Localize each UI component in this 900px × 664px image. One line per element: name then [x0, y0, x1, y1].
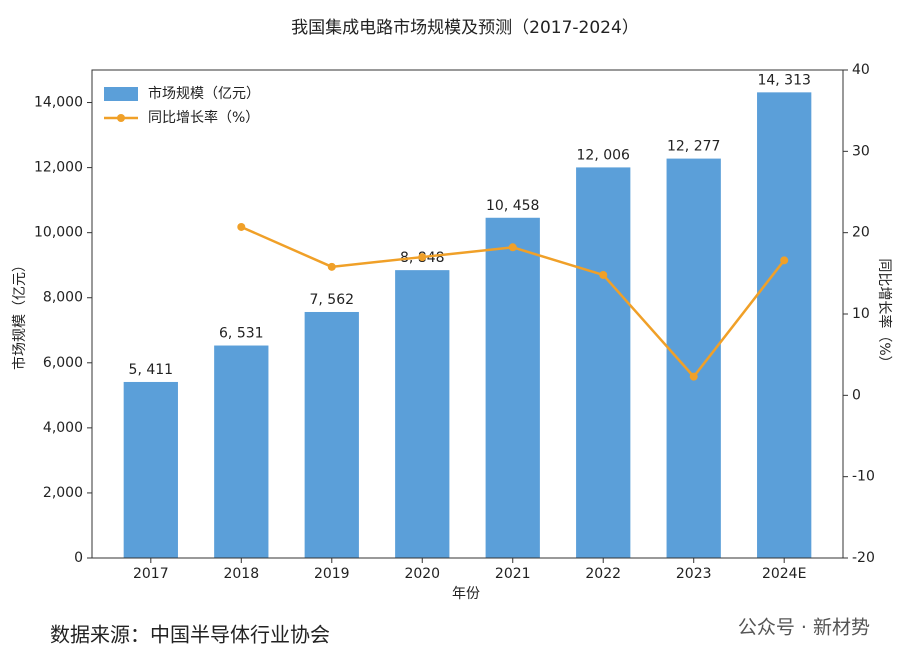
x-tick-label: 2023: [676, 566, 712, 582]
y-tick-label: 10,000: [34, 225, 83, 241]
bar: [214, 345, 269, 558]
y2-tick-label: -20: [852, 550, 875, 566]
line-point: [599, 270, 608, 279]
plot-frame: [91, 69, 844, 559]
legend-label: 同比增长率（%）: [148, 109, 259, 126]
x-tick-label: 2020: [404, 566, 440, 582]
x-tick-label: 2017: [133, 566, 169, 582]
legend-swatch: [117, 114, 125, 122]
x-axis-label: 年份: [452, 586, 480, 602]
bar: [395, 270, 450, 558]
data-label: 7, 562: [310, 292, 355, 308]
y2-tick-label: 10: [852, 306, 870, 322]
y2-axis-label: 同比增长率（%）: [876, 258, 893, 369]
data-label: 14, 313: [757, 72, 810, 88]
y2-tick-label: -10: [852, 469, 875, 485]
legend-swatch: [104, 87, 138, 101]
y2-tick-label: 30: [852, 143, 870, 159]
y-tick-label: 2,000: [43, 485, 83, 501]
x-tick-label: 2022: [585, 566, 621, 582]
line-point: [327, 262, 336, 271]
y-tick-label: 12,000: [34, 160, 83, 176]
line-point: [237, 222, 246, 231]
data-label: 10, 458: [486, 198, 539, 214]
y-tick-label: 4,000: [43, 420, 83, 436]
data-label: 12, 277: [667, 139, 720, 155]
y-axis-label: 市场规模（亿元）: [11, 258, 28, 370]
line-point: [508, 243, 517, 252]
chart-title: 我国集成电路市场规模及预测（2017-2024）: [291, 18, 639, 38]
y2-tick-label: 0: [852, 387, 861, 403]
bar: [576, 167, 631, 559]
line-point: [689, 372, 698, 381]
y-tick-label: 6,000: [43, 355, 83, 371]
line-point: [780, 256, 789, 265]
source-note: 数据来源：中国半导体行业协会: [50, 623, 330, 647]
bar: [123, 381, 178, 558]
x-tick-label: 2024E: [762, 566, 806, 582]
y2-tick-label: 40: [852, 62, 870, 78]
y2-tick-label: 20: [852, 225, 870, 241]
x-tick-label: 2019: [314, 566, 350, 582]
bar: [304, 311, 359, 558]
y-tick-label: 8,000: [43, 290, 83, 306]
bar: [666, 158, 721, 559]
x-tick-label: 2018: [223, 566, 259, 582]
data-label: 6, 531: [219, 326, 264, 342]
legend-label: 市场规模（亿元）: [148, 85, 260, 102]
watermark: 公众号 · 新材势: [738, 617, 870, 639]
data-label: 5, 411: [129, 362, 174, 378]
y-tick-label: 14,000: [34, 95, 83, 111]
line-point: [418, 253, 427, 262]
x-tick-label: 2021: [495, 566, 531, 582]
bar: [757, 92, 812, 558]
y-tick-label: 0: [74, 550, 83, 566]
bar: [485, 217, 540, 558]
data-label: 12, 006: [577, 147, 631, 163]
